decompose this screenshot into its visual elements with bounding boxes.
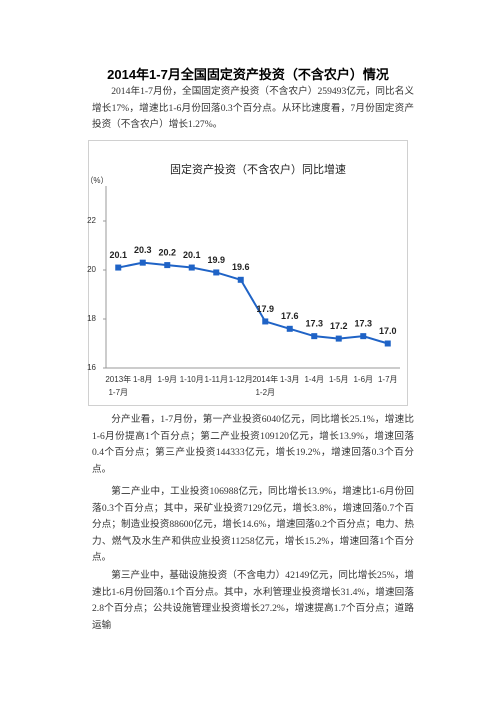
point <box>311 333 318 340</box>
paragraph: 2014年1-7月份，全国固定资产投资（不含农户）259493亿元，同比名义增长… <box>92 86 414 130</box>
x-tick-label: 1-5月 <box>329 375 349 384</box>
data-label: 17.3 <box>305 319 323 329</box>
x-tick-label: 1-12月 <box>229 375 253 384</box>
x-tick-label: 1-7月 <box>378 375 398 384</box>
x-tick-label: 2013年 1-7月 <box>105 374 131 397</box>
doc-title: 2014年1-7月全国固定资产投资（不含农户）情况 <box>107 67 389 82</box>
point <box>384 340 391 347</box>
point <box>188 264 195 271</box>
y-tick-label: 16 <box>87 363 96 372</box>
point <box>164 262 171 269</box>
x-tick-label: 1-8月 <box>133 375 153 384</box>
point <box>286 325 293 332</box>
x-tick-label: 1-4月 <box>304 375 324 384</box>
data-label: 17.3 <box>354 319 372 329</box>
data-label: 17.9 <box>256 304 274 314</box>
series-line <box>118 261 389 345</box>
data-label: 20.2 <box>158 247 176 257</box>
data-label: 20.1 <box>109 250 127 260</box>
data-label: 17.6 <box>281 311 299 321</box>
point <box>262 318 269 325</box>
x-tick-label: 1-9月 <box>157 375 177 384</box>
x-tick-label: 1-11月 <box>205 375 228 384</box>
data-label: 19.6 <box>232 262 250 272</box>
paragraph: 分产业看，1-7月份，第一产业投资6040亿元，同比增长25.1%，增速比1-6… <box>92 414 414 475</box>
data-label: 17.0 <box>379 326 397 336</box>
y-tick-label: 18 <box>87 314 96 323</box>
x-tick-label: 1-10月 <box>180 375 204 384</box>
x-tick-label: 1-3月 <box>280 375 300 384</box>
point <box>213 269 220 276</box>
data-label: 19.9 <box>207 255 225 265</box>
point <box>335 335 342 342</box>
x-tick-label: 2014年 1-2月 <box>252 374 278 397</box>
point <box>360 333 367 340</box>
paragraph: 第三产业中，基础设施投资（不含电力）42149亿元，同比增长25%，增速比1-6… <box>92 570 414 631</box>
chart-title: 固定资产投资（不含农户）同比增速 <box>170 162 346 176</box>
chart-frame <box>88 140 408 406</box>
point <box>115 264 122 271</box>
x-tick-label: 1-6月 <box>353 375 373 384</box>
point <box>139 259 146 266</box>
y-tick-label: 20 <box>87 265 96 274</box>
data-label: 17.2 <box>330 321 348 331</box>
data-label: 20.3 <box>134 245 152 255</box>
data-label: 20.1 <box>183 250 201 260</box>
y-tick-label: 22 <box>87 216 96 225</box>
y-axis-label: （%） <box>85 176 108 185</box>
point <box>237 276 244 283</box>
paragraph: 第二产业中，工业投资106988亿元，同比增长13.9%，增速比1-6月份回落0… <box>92 486 414 563</box>
